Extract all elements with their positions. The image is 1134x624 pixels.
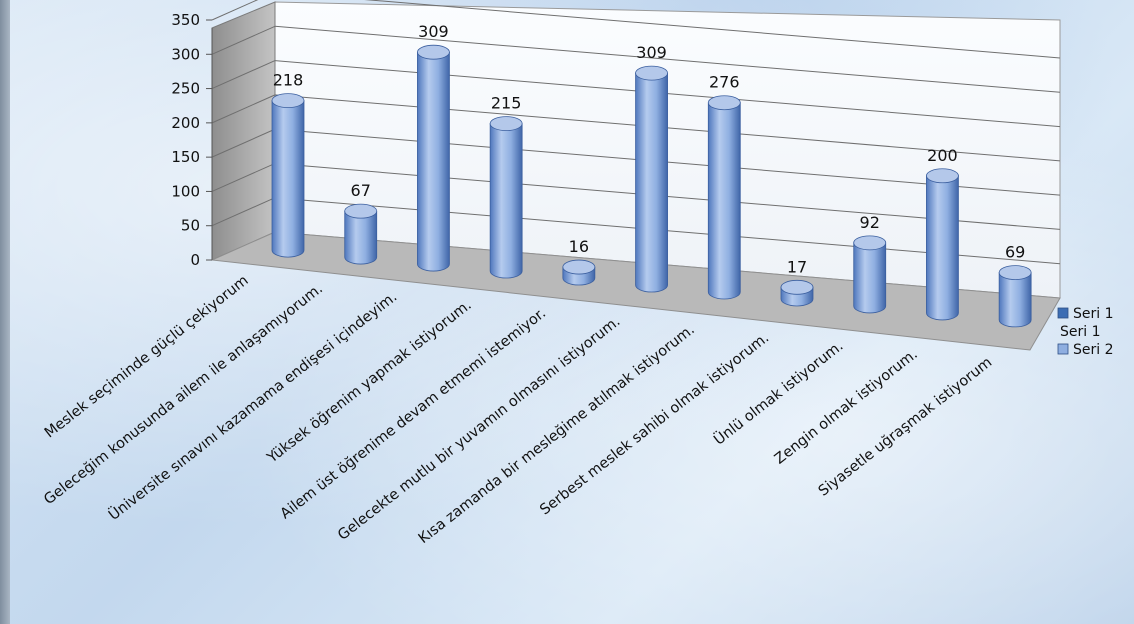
bar-body <box>998 272 1032 328</box>
gridline-side <box>211 128 276 158</box>
bar <box>635 65 668 293</box>
y-axis-ticks: 0 50 100 150 200 250 300 350 <box>171 11 213 269</box>
bar-body <box>271 100 305 258</box>
y-tick-label: 200 <box>171 114 200 132</box>
bar-body <box>489 123 523 279</box>
gridline-back <box>274 25 1061 93</box>
gridline-side <box>211 162 276 192</box>
gridline-side <box>211 60 276 90</box>
bar-top <box>635 65 668 81</box>
data-label: 69 <box>1005 243 1025 262</box>
bar <box>344 203 378 265</box>
data-label: 92 <box>860 213 880 232</box>
category-label: Geleceğim konusunda ailem ile anlaşamıyo… <box>41 281 326 508</box>
bar-body <box>707 102 741 300</box>
y-tick-label: 250 <box>171 80 200 98</box>
bar <box>780 279 814 307</box>
bar-body <box>853 242 887 314</box>
bar-body <box>926 175 959 321</box>
gridline-side <box>211 197 276 227</box>
gridline-back <box>364 0 1061 59</box>
bars <box>271 44 1032 328</box>
data-label: 67 <box>351 181 371 200</box>
legend-label: Seri 2 <box>1073 342 1114 358</box>
y-tick-label: 100 <box>171 182 200 200</box>
bar-top <box>562 259 596 275</box>
bar <box>271 93 305 258</box>
data-label: 215 <box>491 94 522 113</box>
bar <box>489 116 523 279</box>
y-tick-label: 350 <box>171 11 200 29</box>
bar-top <box>926 168 959 184</box>
bar-top <box>998 265 1032 280</box>
bar-body <box>417 51 450 272</box>
bar <box>417 44 450 272</box>
data-label: 276 <box>709 73 740 92</box>
data-label: 16 <box>569 237 589 256</box>
bar-top <box>780 279 814 295</box>
data-label: 200 <box>927 146 958 165</box>
data-labels: 218 67 309 215 16 309 276 17 92 200 69 <box>273 22 1026 276</box>
data-label: 309 <box>636 43 667 62</box>
bar-top <box>417 44 450 60</box>
category-label: Siyasetle uğraşmak istiyorum <box>816 354 995 499</box>
bar-top <box>707 95 741 111</box>
category-label: Zengin olmak istiyorum. <box>772 346 921 467</box>
gridline-side <box>211 94 276 124</box>
legend-label: Seri 1 <box>1073 306 1114 322</box>
bar-body <box>344 210 378 265</box>
bar-top <box>853 235 887 251</box>
category-label: Üniversite sınavını kazamama endişesi iç… <box>105 287 401 523</box>
legend: Seri 1 Seri 1 Seri 2 <box>1057 306 1114 358</box>
gridline-side <box>211 0 259 21</box>
bar-top <box>344 203 378 219</box>
bar <box>926 168 959 321</box>
gridline-side <box>211 25 276 55</box>
category-label: Gelecekte mutlu bir yuvamın olmasını ist… <box>335 314 623 544</box>
y-tick-label: 300 <box>171 45 200 63</box>
data-label: 17 <box>787 257 807 276</box>
legend-swatch <box>1057 343 1069 355</box>
bar-top <box>489 116 523 132</box>
legend-label: Seri 1 <box>1060 324 1101 340</box>
y-tick-label: 0 <box>190 251 200 269</box>
data-label: 218 <box>273 71 304 90</box>
window-edge <box>0 0 10 624</box>
bar-top <box>271 93 305 109</box>
bar <box>562 259 596 286</box>
data-label: 309 <box>418 22 449 41</box>
legend-swatch <box>1057 307 1069 319</box>
bar <box>707 95 741 300</box>
bar <box>998 265 1032 328</box>
y-tick-label: 150 <box>171 148 200 166</box>
y-tick-label: 50 <box>181 217 200 235</box>
bar-body <box>635 72 668 293</box>
bar <box>853 235 887 314</box>
